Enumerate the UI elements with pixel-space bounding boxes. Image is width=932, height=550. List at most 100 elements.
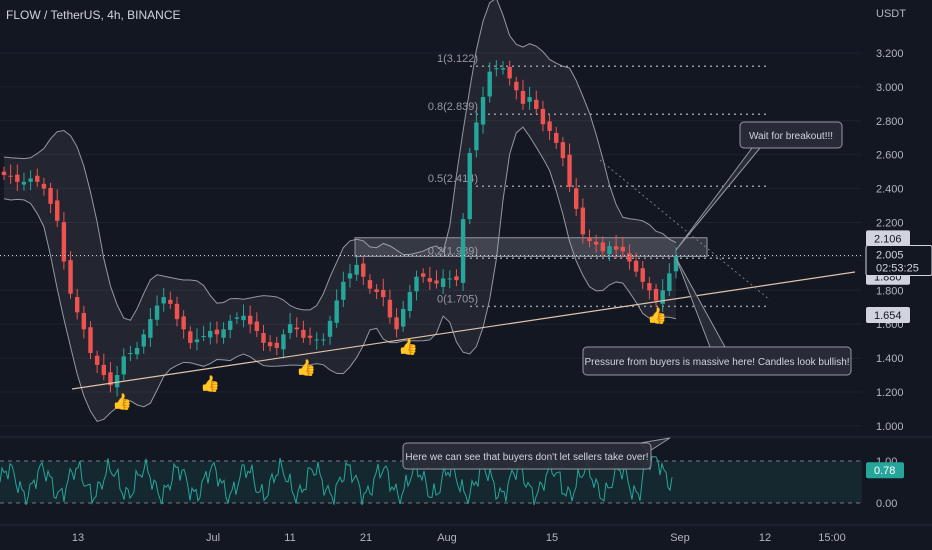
candle-body — [361, 263, 366, 277]
candle-body — [194, 339, 200, 343]
candle-body — [520, 90, 526, 104]
candle-body — [334, 300, 339, 323]
candle-body — [281, 334, 286, 350]
time-axis[interactable]: 13 Jul 11 21 Aug 15 Sep 12 15:00 — [72, 532, 846, 544]
candle-body — [487, 71, 492, 97]
candle-body — [447, 278, 452, 280]
symbol-title[interactable]: FLOW / TetherUS, 4h, BINANCE — [6, 8, 181, 22]
price-tick-label: 2.200 — [876, 218, 904, 230]
candle-body — [427, 278, 433, 282]
candle-body — [653, 288, 659, 301]
candle-body — [620, 246, 625, 252]
thumbs-up-icon: 👍 — [647, 306, 667, 325]
candle-body — [121, 356, 126, 375]
candle-body — [201, 336, 206, 338]
price-tick-label: 1.400 — [876, 353, 904, 365]
time-tick-label: 15:00 — [818, 532, 846, 544]
fib-label: 0.5(2.414) — [428, 173, 478, 185]
candle-body — [214, 329, 220, 335]
candle-body — [507, 66, 512, 79]
candle-body — [1, 171, 7, 176]
candle-body — [573, 188, 579, 209]
resistance-box — [354, 237, 708, 257]
candle-body — [347, 273, 353, 279]
time-tick-label: 21 — [360, 532, 372, 544]
candle-body — [234, 317, 240, 319]
fib-label: 0(1.705) — [437, 293, 478, 305]
candle-body — [454, 276, 459, 281]
candle-body — [128, 353, 133, 355]
candle-body — [420, 273, 426, 277]
candle-body — [261, 333, 266, 343]
price-tick-label: 1.200 — [876, 387, 904, 399]
candle-body — [580, 207, 586, 235]
price-axis[interactable]: 3.2003.0002.8002.6002.4002.2002.0001.800… — [865, 48, 932, 433]
current-price-box — [865, 245, 932, 277]
candle-body — [440, 278, 446, 287]
candle-body — [600, 242, 606, 252]
oscillator-value-label: 0.78 — [874, 465, 895, 477]
bollinger-bands — [3, 0, 677, 423]
price-tick-label: 1.000 — [876, 421, 904, 433]
candle-body — [560, 142, 566, 159]
candle-body — [114, 375, 120, 388]
candle-body — [174, 303, 180, 320]
fibonacci-levels: 1(3.122) 0.8(2.839) 0.5(2.414) 0.2(1.989) 0(… — [428, 53, 770, 308]
candle-body — [660, 290, 665, 304]
time-tick-label: 11 — [284, 532, 295, 544]
candle-body — [21, 181, 27, 185]
candle-body — [314, 339, 319, 341]
candle-body — [467, 153, 472, 220]
candle-body — [188, 331, 193, 343]
price-tick-label: 2.400 — [876, 184, 904, 196]
candle-body — [41, 183, 47, 189]
price-label-box — [866, 307, 910, 324]
fib-label: 1(3.122) — [437, 53, 478, 65]
countdown-label: 02:53:25 — [876, 263, 919, 275]
oscillator-tick-label: 0.00 — [876, 498, 897, 510]
candle-body — [667, 273, 672, 291]
candle-body — [88, 327, 93, 354]
candle-body — [673, 256, 679, 272]
time-tick-label: 13 — [72, 532, 84, 544]
fib-label: 0.2(1.989) — [428, 245, 478, 257]
callout-text: Wait for breakout!!! — [749, 131, 833, 142]
candle-body — [35, 175, 40, 182]
oscillator-value-box — [866, 462, 904, 479]
candle-body — [81, 313, 87, 330]
candle-body — [154, 305, 160, 320]
time-tick-label: Jul — [206, 532, 220, 544]
bollinger-fill — [4, 0, 676, 422]
candle-body — [48, 187, 53, 204]
candle-body — [567, 154, 572, 187]
price-tick-label: 3.200 — [876, 48, 904, 60]
fib-label: 0.8(2.839) — [428, 101, 478, 113]
candle-body — [640, 268, 645, 282]
candle-body — [434, 280, 439, 284]
candle-body — [367, 280, 373, 289]
candle-body — [28, 178, 33, 182]
price-label: 1.654 — [874, 310, 902, 322]
candle-body — [55, 200, 60, 221]
candle-body — [161, 297, 166, 304]
currency-label: USDT — [876, 8, 906, 20]
candle-body — [321, 339, 326, 341]
candle-body — [74, 297, 80, 313]
candle-body — [587, 237, 592, 242]
thumbs-up-icon: 👍 — [112, 392, 132, 411]
candle-body — [593, 241, 599, 245]
time-tick-label: Aug — [437, 532, 457, 544]
bollinger-upper — [3, 0, 677, 321]
candle-body — [168, 299, 173, 304]
price-tick-label: 3.000 — [876, 82, 904, 94]
price-tick-label: 1.800 — [876, 285, 904, 297]
candle-body — [480, 97, 486, 125]
candle-body — [633, 260, 639, 272]
time-tick-label: 15 — [546, 532, 558, 544]
price-tick-label: 2.600 — [876, 150, 904, 162]
candles — [1, 60, 679, 397]
time-tick-label: Sep — [670, 532, 690, 544]
candle-body — [148, 319, 153, 338]
support-trendline — [71, 271, 856, 390]
